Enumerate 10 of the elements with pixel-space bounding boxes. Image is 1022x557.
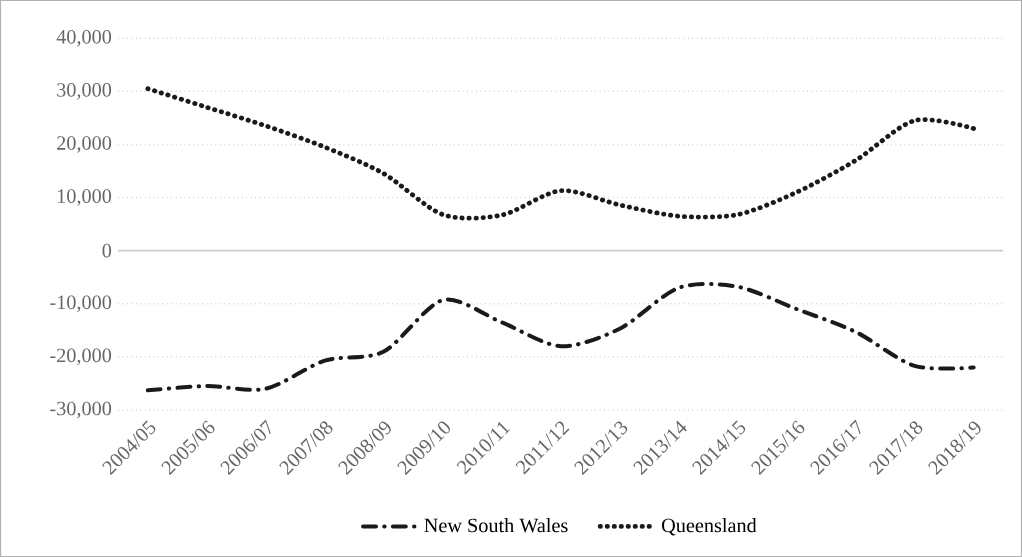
y-tick-label: 30,000 xyxy=(57,83,112,100)
y-tick-label: -10,000 xyxy=(50,295,112,312)
y-tick-label: 10,000 xyxy=(57,189,112,206)
y-tick-label: -20,000 xyxy=(50,348,112,366)
y-tick-label: 20,000 xyxy=(57,136,112,153)
legend-label: New South Wales xyxy=(424,518,568,533)
legend-label: Queensland xyxy=(662,518,757,536)
y-tick-label: -30,000 xyxy=(50,401,112,419)
y-tick-label: 0 xyxy=(102,243,112,258)
y-tick-label: 40,000 xyxy=(56,29,112,47)
